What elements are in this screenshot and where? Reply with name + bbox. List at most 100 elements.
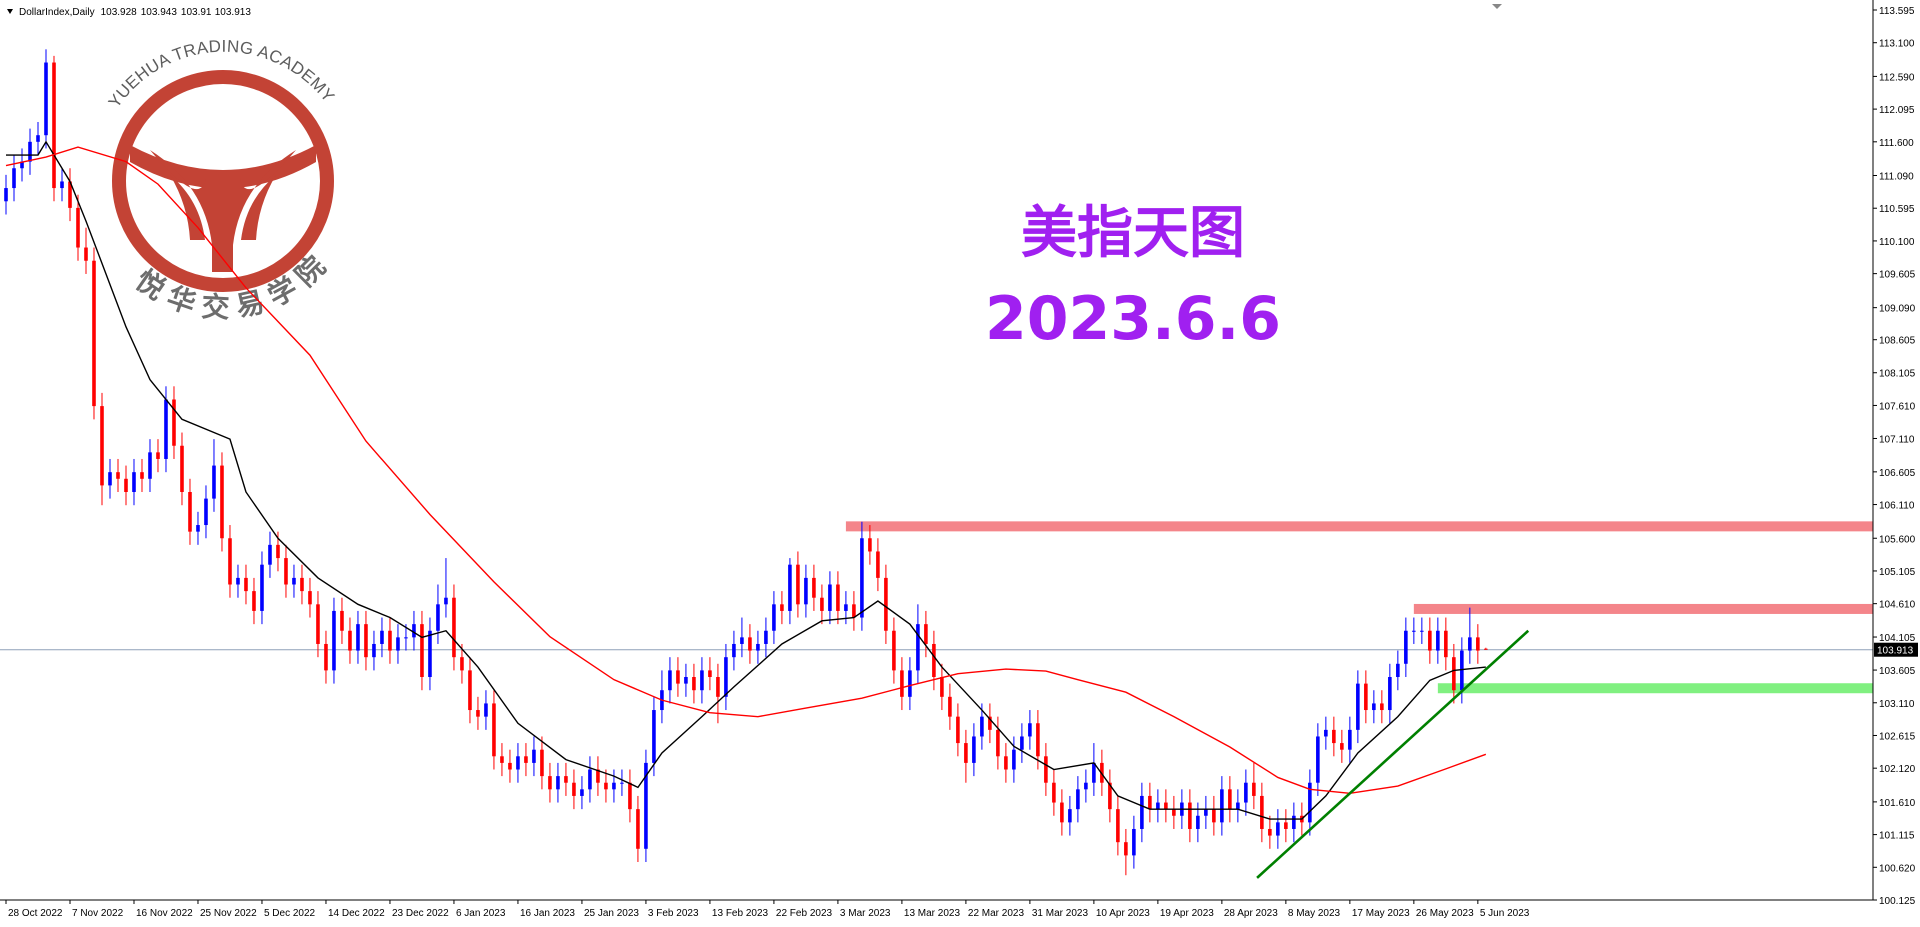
x-tick-label: 25 Nov 2022 [200, 908, 257, 919]
candle-body [68, 181, 72, 208]
candle-body [1236, 802, 1240, 810]
candle-body [476, 710, 480, 717]
candle-body [1372, 703, 1376, 711]
candle-body [420, 624, 424, 678]
y-tick-label: 107.110 [1879, 434, 1915, 445]
candle-body [500, 756, 504, 763]
level-band [1437, 683, 1873, 694]
candle-body [1044, 756, 1048, 783]
candle-body [1428, 630, 1432, 651]
x-tick-label: 10 Apr 2023 [1096, 908, 1150, 919]
candle-body [812, 577, 816, 598]
candle-body [980, 716, 984, 737]
candle-body [188, 492, 192, 532]
candle-body [860, 538, 864, 618]
y-tick-label: 113.595 [1879, 6, 1915, 17]
candle-body [1404, 630, 1408, 664]
x-tick-label: 13 Feb 2023 [712, 908, 769, 919]
candle-body [196, 525, 200, 532]
candle-body [228, 538, 232, 585]
candle-body [708, 670, 712, 678]
candle-body [156, 452, 160, 459]
candle-body [204, 498, 208, 526]
y-tick-label: 103.110 [1879, 699, 1915, 710]
annotation-date: 2023.6.6 [985, 284, 1281, 354]
candle-body [236, 577, 240, 585]
candle-body [436, 604, 440, 631]
x-tick-label: 22 Feb 2023 [776, 908, 833, 919]
x-tick-label: 25 Jan 2023 [584, 908, 639, 919]
candle-body [1092, 762, 1096, 783]
candle-body [1356, 683, 1360, 730]
x-tick-label: 7 Nov 2022 [72, 908, 124, 919]
candle-body [548, 776, 552, 790]
x-tick-label: 5 Dec 2022 [264, 908, 316, 919]
candle-body [1324, 729, 1328, 737]
candle-body [732, 643, 736, 658]
candle-body [588, 769, 592, 790]
y-tick-label: 105.600 [1879, 534, 1916, 545]
x-tick-label: 22 Mar 2023 [968, 908, 1025, 919]
candle-body [460, 657, 464, 671]
y-tick-label: 111.090 [1879, 172, 1914, 183]
candle-body [780, 604, 784, 611]
candle-body [340, 610, 344, 631]
y-tick-label: 109.605 [1879, 270, 1916, 281]
candle-body [596, 769, 600, 783]
candle-body [44, 62, 48, 136]
header-low: 103.91 [181, 7, 212, 18]
logo-ring [112, 70, 334, 292]
candle-body [492, 703, 496, 757]
candle-body [580, 789, 584, 796]
candle-body [1132, 828, 1136, 856]
candle-body [532, 749, 536, 763]
y-tick-label: 110.595 [1879, 204, 1915, 215]
candle-body [180, 445, 184, 493]
candle-body [332, 610, 336, 671]
candle-body [428, 630, 432, 678]
y-tick-label: 102.615 [1879, 731, 1916, 742]
header-high: 103.943 [141, 7, 178, 18]
symbol: DollarIndex,Daily [19, 7, 95, 18]
candle-body [652, 710, 656, 763]
candle-body [636, 809, 640, 849]
candle-body [164, 399, 168, 459]
candle-body [1204, 809, 1208, 816]
candle-body [1412, 630, 1416, 632]
candle-body [348, 630, 352, 651]
candle-body [1108, 782, 1112, 810]
candle-body [220, 465, 224, 539]
candle-body [1060, 802, 1064, 823]
candle-body [1452, 657, 1456, 691]
x-tick-label: 6 Jan 2023 [456, 908, 506, 919]
candle-body [692, 677, 696, 691]
candle-body [1012, 749, 1016, 770]
candle-body [1196, 815, 1200, 829]
candle-body [172, 399, 176, 446]
candle-body [1348, 729, 1352, 750]
x-tick-label: 17 May 2023 [1352, 908, 1410, 919]
candle-body [908, 670, 912, 697]
candle-body [612, 782, 616, 790]
candle-body [92, 260, 96, 407]
x-tick-label: 19 Apr 2023 [1160, 908, 1214, 919]
plot-area [0, 49, 1873, 879]
menu-arrow[interactable] [7, 9, 13, 14]
candle-body [556, 776, 560, 790]
candle-body [644, 762, 648, 849]
annotation-title: 美指天图 [1021, 200, 1245, 266]
candle-body [1484, 648, 1488, 650]
y-tick-label: 112.095 [1879, 105, 1915, 116]
candle-body [1228, 789, 1232, 810]
candle-body [804, 577, 808, 605]
candle-body [1268, 828, 1272, 836]
candle-body [876, 551, 880, 578]
header: DollarIndex,Daily 103.928 103.943 103.91 103… [19, 7, 251, 18]
candle-body [1284, 822, 1288, 829]
scroll-marker[interactable] [1492, 4, 1502, 9]
candle-body [148, 452, 152, 479]
candle-body [524, 756, 528, 763]
y-tick-label: 104.610 [1879, 600, 1916, 611]
